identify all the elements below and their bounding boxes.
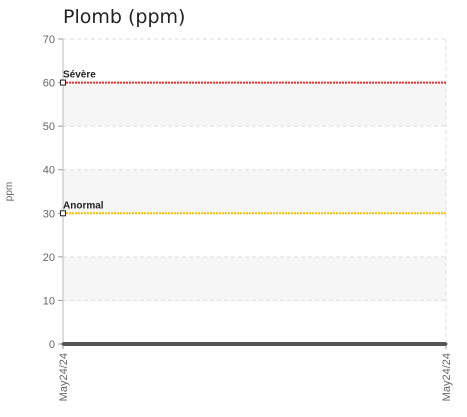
y-tick-label: 50	[43, 121, 55, 133]
y-tick-label: 20	[43, 252, 55, 264]
grid-band	[63, 257, 446, 301]
data-point	[445, 343, 448, 346]
grid-band	[63, 83, 446, 127]
y-tick-label: 0	[49, 339, 55, 351]
y-tick-label: 10	[43, 295, 55, 307]
threshold-marker	[61, 80, 66, 85]
y-tick-label: 70	[43, 34, 55, 46]
threshold-label: Sévère	[63, 70, 96, 81]
grid-band	[63, 170, 446, 214]
data-point	[62, 343, 65, 346]
y-axis-label: ppm	[4, 182, 15, 201]
y-tick-label: 40	[43, 165, 55, 177]
y-tick-label: 30	[43, 208, 55, 220]
x-tick-label: May24/24	[441, 353, 453, 401]
x-tick-label: May24/24	[58, 353, 70, 401]
threshold-marker	[61, 211, 66, 216]
threshold-label: Anormal	[63, 200, 104, 211]
y-tick-label: 60	[43, 78, 55, 90]
